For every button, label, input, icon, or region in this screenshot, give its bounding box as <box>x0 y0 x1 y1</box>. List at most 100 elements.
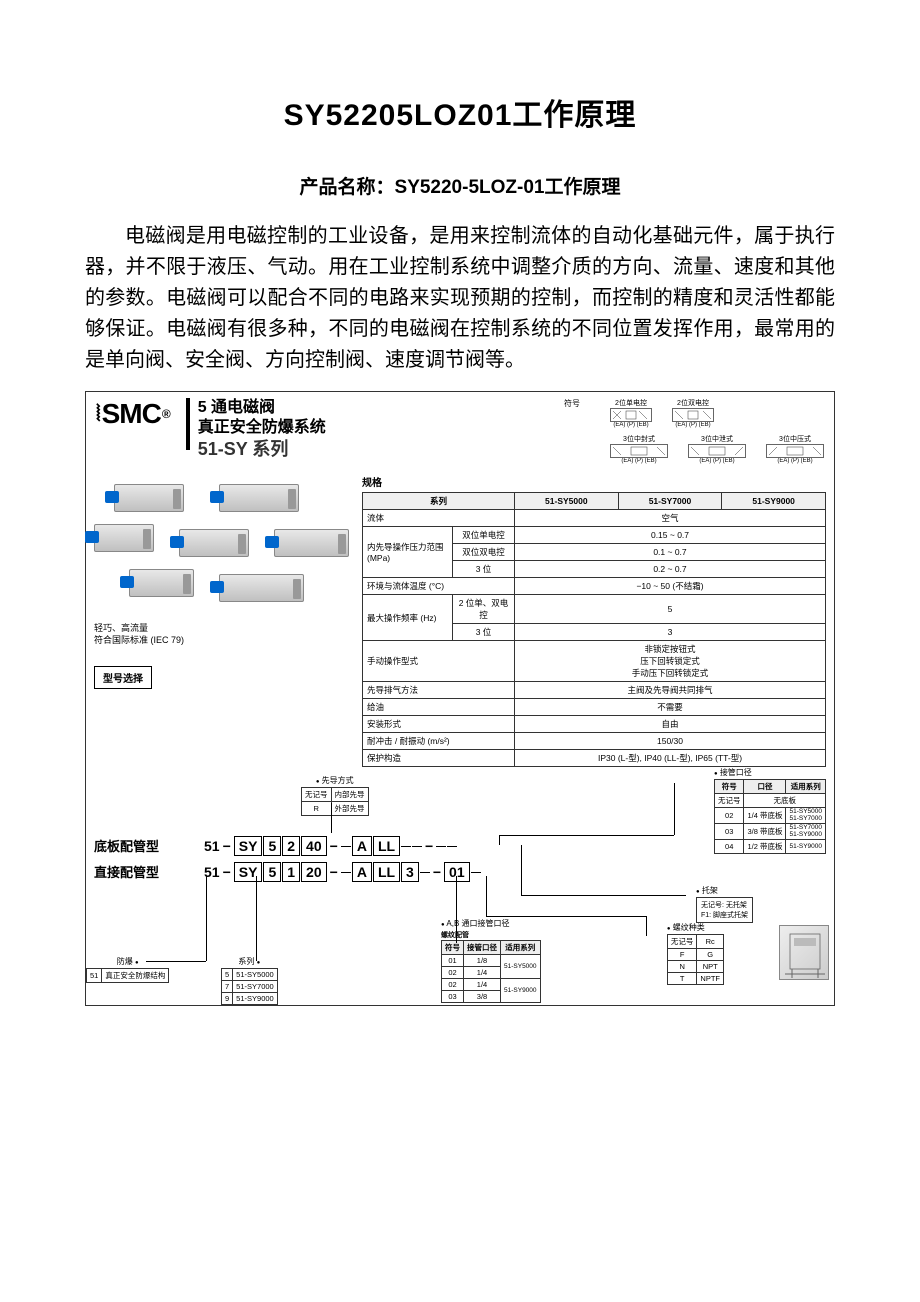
baseplate-code: 51−SY5240−ALL− <box>204 836 457 856</box>
bracket-illustration <box>779 925 829 980</box>
header-divider <box>186 398 190 450</box>
code-segment: − <box>328 864 340 880</box>
direct-label: 直接配管型 <box>94 862 159 881</box>
valve-image <box>179 529 249 557</box>
spec-label-cell: 保护构造 <box>363 750 515 767</box>
spec-value-cell: 主阀及先导阀共同排气 <box>515 682 826 699</box>
logo-text: SMC <box>102 398 161 430</box>
smc-logo: ⦚ SMC ® <box>96 398 170 430</box>
spec-label-cell: 给油 <box>363 699 515 716</box>
symbol-2pos-double: 2位双电控(EA) (P) (EB) <box>672 398 714 428</box>
code-segment: A <box>352 836 372 856</box>
spec-col: 51-SY7000 <box>618 493 722 510</box>
code-segment <box>341 846 351 847</box>
code-segment <box>412 846 422 847</box>
spec-col: 51-SY9000 <box>722 493 826 510</box>
spec-value-cell: 3 <box>515 624 826 641</box>
model-select-label: 型号选择 <box>94 666 152 689</box>
table-row: 先导排气方法主阀及先导阀共同排气 <box>363 682 826 699</box>
spec-sub-cell: 3 位 <box>453 624 515 641</box>
spec-label-cell: 最大操作频率 (Hz) <box>363 595 453 641</box>
spec-col-series: 系列 <box>363 493 515 510</box>
spec-sub-cell: 双位单电控 <box>453 527 515 544</box>
title-line2: 真正安全防爆系统 <box>198 418 326 438</box>
spec-label-cell: 环境与流体温度 (°C) <box>363 578 515 595</box>
document-title: SY52205LOZ01工作原理 <box>85 90 835 134</box>
valve-image <box>94 524 154 552</box>
code-segment: LL <box>373 862 400 882</box>
code-segment: A <box>352 862 372 882</box>
spec-heading: 规格 <box>362 474 826 489</box>
code-segment: 5 <box>263 836 281 856</box>
spec-value-cell: 0.2 ~ 0.7 <box>515 561 826 578</box>
code-segment <box>420 872 430 873</box>
title-line3: 51-SY 系列 <box>198 438 326 461</box>
title-line1: 5 通电磁阀 <box>198 398 326 418</box>
logo-dot: ® <box>162 407 170 421</box>
body-paragraph: 电磁阀是用电磁控制的工业设备，是用来控制流体的自动化基础元件，属于执行器，并不限… <box>85 221 835 376</box>
thread-table: 无记号Rc FG NNPT TNPTF <box>667 934 724 985</box>
code-segment: 2 <box>282 836 300 856</box>
spec-value-cell: 空气 <box>515 510 826 527</box>
table-row: 内先导操作压力范围 (MPa)双位单电控0.15 ~ 0.7 <box>363 527 826 544</box>
spec-value-cell: 5 <box>515 595 826 624</box>
symbol-row-1: 2位单电控(EA) (P) (EB) 2位双电控(EA) (P) (EB) <box>610 398 824 428</box>
code-segment: − <box>423 838 435 854</box>
decoder-row-direct: 直接配管型 51−SY5120−ALL3−01 <box>94 862 826 886</box>
spec-value-cell: 自由 <box>515 716 826 733</box>
code-segment: − <box>431 864 443 880</box>
datasheet-figure: ⦚ SMC ® 5 通电磁阀 真正安全防爆系统 51-SY 系列 符号 2位单电… <box>85 391 835 1006</box>
symbols-label: 符号 <box>564 398 580 409</box>
code-segment <box>447 846 457 847</box>
explosion-table: 51真正安全防爆结构 <box>86 968 169 983</box>
code-segment <box>341 872 351 873</box>
table-row: 手动操作型式非锁定按钮式 压下回转锁定式 手动压下回转锁定式 <box>363 641 826 682</box>
spec-sub-cell: 2 位单、双电控 <box>453 595 515 624</box>
spec-value-cell: −10 ~ 50 (不结霜) <box>515 578 826 595</box>
valve-image <box>219 574 304 602</box>
valve-image <box>114 484 184 512</box>
code-segment: − <box>328 838 340 854</box>
image-caption: 轻巧、高流量 符合国际标准 (IEC 79) <box>94 623 354 646</box>
spec-value-cell: 0.15 ~ 0.7 <box>515 527 826 544</box>
code-segment: 51 <box>204 838 220 854</box>
direct-code: 51−SY5120−ALL3−01 <box>204 862 481 882</box>
valve-images <box>94 474 354 619</box>
code-segment <box>401 846 411 847</box>
datasheet-header: ⦚ SMC ® 5 通电磁阀 真正安全防爆系统 51-SY 系列 符号 2位单电… <box>86 392 834 470</box>
spec-label-cell: 内先导操作压力范围 (MPa) <box>363 527 453 578</box>
series-table: 551-SY5000 751-SY7000 951-SY9000 <box>221 968 278 1005</box>
symbols-area: 符号 2位单电控(EA) (P) (EB) 2位双电控(EA) (P) (EB)… <box>564 398 824 464</box>
table-row: 系列 51-SY5000 51-SY7000 51-SY9000 <box>363 493 826 510</box>
datasheet-main: 轻巧、高流量 符合国际标准 (IEC 79) 型号选择 规格 系列 51-SY5… <box>86 470 834 775</box>
symbol-3pos-exhaust: 3位中泄式(EA) (P) (EB) <box>688 434 746 464</box>
table-row: 最大操作频率 (Hz)2 位单、双电控5 <box>363 595 826 624</box>
symbol-row-2: 3位中封式(EA) (P) (EB) 3位中泄式(EA) (P) (EB) 3位… <box>610 434 824 464</box>
code-segment: SY <box>234 862 263 882</box>
spec-label-cell: 先导排气方法 <box>363 682 515 699</box>
pilot-table: 无记号内部先导 R外部先导 <box>301 787 369 816</box>
code-segment: 1 <box>282 862 300 882</box>
code-segment: 5 <box>263 862 281 882</box>
spec-value-cell: 非锁定按钮式 压下回转锁定式 手动压下回转锁定式 <box>515 641 826 682</box>
spec-value-cell: IP30 (L-型), IP40 (LL-型), IP65 (TT-型) <box>515 750 826 767</box>
symbol-3pos-closed: 3位中封式(EA) (P) (EB) <box>610 434 668 464</box>
spec-label-cell: 手动操作型式 <box>363 641 515 682</box>
spec-value-cell: 0.1 ~ 0.7 <box>515 544 826 561</box>
callout-pilot: ● 先导方式 无记号内部先导 R外部先导 <box>301 775 369 816</box>
table-row: 流体空气 <box>363 510 826 527</box>
decoder-row-baseplate: 底板配管型 51−SY5240−ALL− <box>94 836 826 860</box>
code-segment: SY <box>234 836 263 856</box>
spec-label-cell: 安装形式 <box>363 716 515 733</box>
table-row: 给油不需要 <box>363 699 826 716</box>
code-segment: − <box>221 864 233 880</box>
spec-value-cell: 150/30 <box>515 733 826 750</box>
valve-image <box>274 529 349 557</box>
valve-image <box>219 484 299 512</box>
spec-label-cell: 流体 <box>363 510 515 527</box>
product-title: 5 通电磁阀 真正安全防爆系统 51-SY 系列 <box>198 398 326 461</box>
table-row: 保护构造IP30 (L-型), IP40 (LL-型), IP65 (TT-型) <box>363 750 826 767</box>
code-segment: LL <box>373 836 400 856</box>
code-segment: − <box>221 838 233 854</box>
spec-table: 系列 51-SY5000 51-SY7000 51-SY9000 流体空气内先导… <box>362 492 826 767</box>
